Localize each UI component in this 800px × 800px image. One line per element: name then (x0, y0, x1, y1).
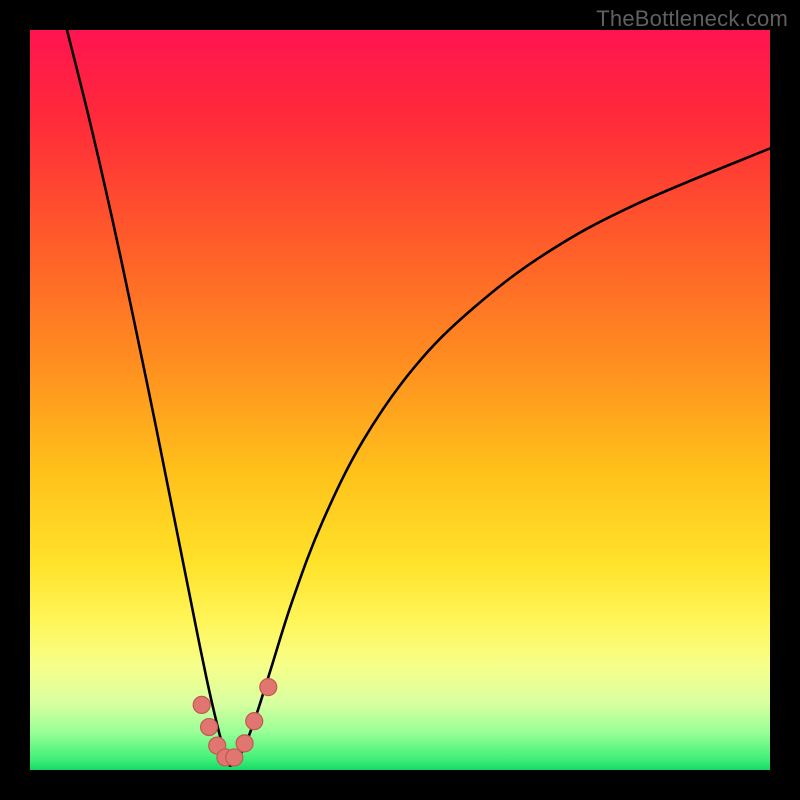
bottleneck-chart (0, 0, 800, 800)
marker-point (246, 713, 263, 730)
marker-point (193, 696, 210, 713)
watermark-label: TheBottleneck.com (596, 6, 788, 32)
marker-point (226, 749, 243, 766)
marker-point (236, 735, 253, 752)
chart-gradient-area (30, 30, 770, 770)
chart-stage: TheBottleneck.com (0, 0, 800, 800)
marker-point (201, 719, 218, 736)
marker-point (260, 679, 277, 696)
